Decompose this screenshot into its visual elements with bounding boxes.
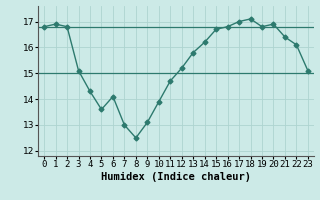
X-axis label: Humidex (Indice chaleur): Humidex (Indice chaleur) (101, 172, 251, 182)
